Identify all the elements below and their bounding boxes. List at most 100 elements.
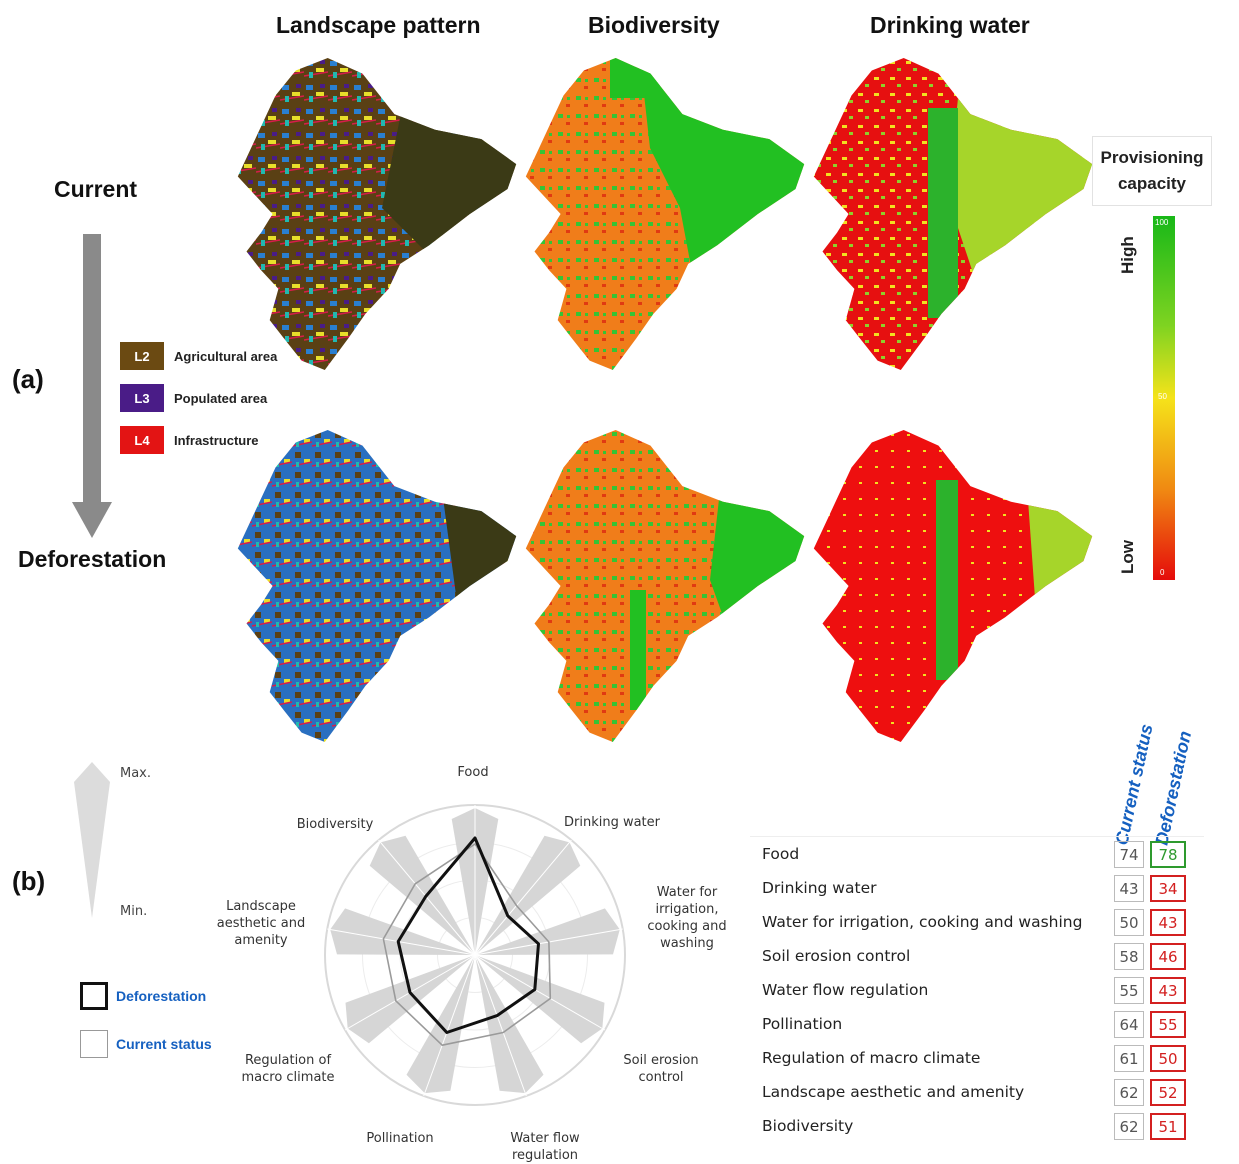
table-cell-deforestation: 52 bbox=[1150, 1079, 1186, 1106]
provisioning-low-label: Low bbox=[1118, 540, 1137, 574]
legend-item-l2: L2 Agricultural area bbox=[120, 342, 277, 370]
table-header-deforestation: Deforestation bbox=[1151, 729, 1196, 847]
table-row: Regulation of macro climate 61 50 bbox=[750, 1041, 1204, 1075]
table-cell-deforestation: 55 bbox=[1150, 1011, 1186, 1038]
comparison-table: Food 74 78 Drinking water 43 34 Water for irri… bbox=[750, 836, 1204, 1143]
table-row: Pollination 64 55 bbox=[750, 1007, 1204, 1041]
table-cell-deforestation: 34 bbox=[1150, 875, 1186, 902]
legend-label-l2: Agricultural area bbox=[174, 348, 278, 364]
min-max-indicator-icon bbox=[74, 762, 110, 918]
table-row: Water flow regulation 55 43 bbox=[750, 973, 1204, 1007]
legend-label-l4: Infrastructure bbox=[174, 432, 259, 448]
table-cell-current: 43 bbox=[1114, 875, 1144, 902]
table-row: Water for irrigation, cooking and washin… bbox=[750, 905, 1204, 939]
legend-swatch-l3: L3 bbox=[120, 384, 164, 412]
radar-axis-band bbox=[475, 835, 581, 955]
radar-axis-band bbox=[475, 955, 605, 1044]
column-header-biodiversity: Biodiversity bbox=[588, 12, 720, 38]
radar-axis-spoke bbox=[474, 954, 527, 1097]
table-row-label: Water for irrigation, cooking and washin… bbox=[762, 913, 1083, 931]
column-header-landscape: Landscape pattern bbox=[276, 12, 481, 38]
radar-axis-label-water-irrigation: Water for irrigation, cooking and washin… bbox=[647, 885, 727, 951]
panel-a-label: (a) bbox=[12, 364, 44, 394]
table-cell-deforestation: 78 bbox=[1150, 841, 1186, 868]
provisioning-high-label: High bbox=[1118, 236, 1137, 274]
table-row-label: Regulation of macro climate bbox=[762, 1049, 981, 1067]
legend-item-l4: L4 Infrastructure bbox=[120, 426, 277, 454]
radar-series-current-status bbox=[382, 843, 552, 1046]
table-cell-deforestation: 51 bbox=[1150, 1113, 1186, 1140]
column-header-drinking-water: Drinking water bbox=[870, 12, 1030, 38]
row-header-deforestation: Deforestation bbox=[18, 546, 167, 572]
map-biodiversity-current bbox=[520, 58, 810, 370]
radar-min-label: Min. bbox=[120, 904, 148, 919]
scenario-arrow-icon bbox=[72, 234, 112, 538]
radar-axis-label-landscape-aesthetic: Landscape aesthetic and amenity bbox=[216, 899, 306, 948]
legend-item-l3: L3 Populated area bbox=[120, 384, 277, 412]
radar-axis-label-drinking-water: Drinking water bbox=[563, 815, 660, 830]
table-row-label: Water flow regulation bbox=[762, 981, 929, 999]
provisioning-title-line1: Provisioning bbox=[1100, 148, 1204, 167]
table-row: Drinking water 43 34 bbox=[750, 871, 1204, 905]
table-cell-current: 55 bbox=[1114, 977, 1144, 1004]
table-header-current-status: Current status bbox=[1111, 722, 1157, 847]
table-row: Landscape aesthetic and amenity 62 52 bbox=[750, 1075, 1204, 1109]
table-row-label: Pollination bbox=[762, 1015, 843, 1033]
radar-axis-band bbox=[475, 955, 544, 1094]
table-cell-current: 64 bbox=[1114, 1011, 1144, 1038]
map-drinking-water-current bbox=[808, 58, 1098, 370]
table-cell-deforestation: 50 bbox=[1150, 1045, 1186, 1072]
radar-axis-label-macro-climate: Regulation of macro climate bbox=[241, 1053, 335, 1085]
radar-axis-label-food: Food bbox=[457, 765, 489, 780]
legend-label-deforestation: Deforestation bbox=[116, 988, 207, 1004]
radar-axis-label-water-flow: Water flow regulation bbox=[510, 1131, 580, 1163]
table-row-label: Landscape aesthetic and amenity bbox=[762, 1083, 1025, 1101]
radar-axis-spoke bbox=[327, 928, 476, 956]
table-cell-current: 74 bbox=[1114, 841, 1144, 868]
provisioning-mid-value: 50 bbox=[1158, 392, 1167, 401]
radar-axis-spoke bbox=[474, 954, 606, 1031]
provisioning-color-bar bbox=[1153, 216, 1175, 580]
landscape-legend: L2 Agricultural area L3 Populated area L… bbox=[120, 342, 277, 454]
table-cell-deforestation: 43 bbox=[1150, 909, 1186, 936]
table-row-label: Soil erosion control bbox=[762, 947, 911, 965]
table-row: Food 74 78 bbox=[750, 837, 1204, 871]
legend-label-current-status: Current status bbox=[116, 1036, 212, 1052]
table-row-label: Drinking water bbox=[762, 879, 877, 897]
radar-axis-band bbox=[475, 908, 620, 955]
table-row: Soil erosion control 58 46 bbox=[750, 939, 1204, 973]
radar-axis-band bbox=[369, 835, 475, 955]
map-biodiversity-deforestation bbox=[520, 430, 810, 742]
provisioning-max-value: 100 bbox=[1155, 218, 1169, 227]
table-row: Biodiversity 62 51 bbox=[750, 1109, 1204, 1143]
radar-axis-label-biodiversity: Biodiversity bbox=[296, 817, 374, 832]
legend-label-l3: Populated area bbox=[174, 390, 268, 406]
radar-chart bbox=[324, 804, 626, 1106]
radar-max-label: Max. bbox=[120, 766, 152, 781]
map-drinking-water-deforestation bbox=[808, 430, 1098, 742]
map-landscape-deforestation bbox=[232, 430, 522, 742]
table-cell-current: 62 bbox=[1114, 1113, 1144, 1140]
row-header-current: Current bbox=[54, 176, 138, 202]
panel-b-label: (b) bbox=[12, 866, 46, 896]
table-cell-current: 62 bbox=[1114, 1079, 1144, 1106]
radar-axis-spoke bbox=[423, 954, 476, 1097]
map-landscape-current bbox=[232, 58, 522, 370]
legend-swatch-current-status bbox=[80, 1030, 108, 1058]
table-cell-current: 61 bbox=[1114, 1045, 1144, 1072]
radar-series-deforestation bbox=[396, 836, 540, 1034]
legend-swatch-l4: L4 bbox=[120, 426, 164, 454]
legend-swatch-deforestation bbox=[80, 982, 108, 1010]
table-cell-current: 58 bbox=[1114, 943, 1144, 970]
radar-axis-band bbox=[345, 955, 475, 1044]
radar-axis-label-pollination: Pollination bbox=[366, 1131, 434, 1146]
table-row-label: Food bbox=[762, 845, 800, 863]
provisioning-title-line2: capacity bbox=[1117, 174, 1187, 193]
provisioning-min-value: 0 bbox=[1160, 568, 1165, 577]
radar-axis-spoke bbox=[474, 839, 572, 956]
radar-axis-label-soil-erosion: Soil erosion control bbox=[623, 1053, 699, 1085]
legend-swatch-l2: L2 bbox=[120, 342, 164, 370]
table-row-label: Biodiversity bbox=[762, 1117, 854, 1135]
provisioning-legend-title: Provisioning capacity bbox=[1092, 136, 1212, 206]
table-cell-deforestation: 43 bbox=[1150, 977, 1186, 1004]
